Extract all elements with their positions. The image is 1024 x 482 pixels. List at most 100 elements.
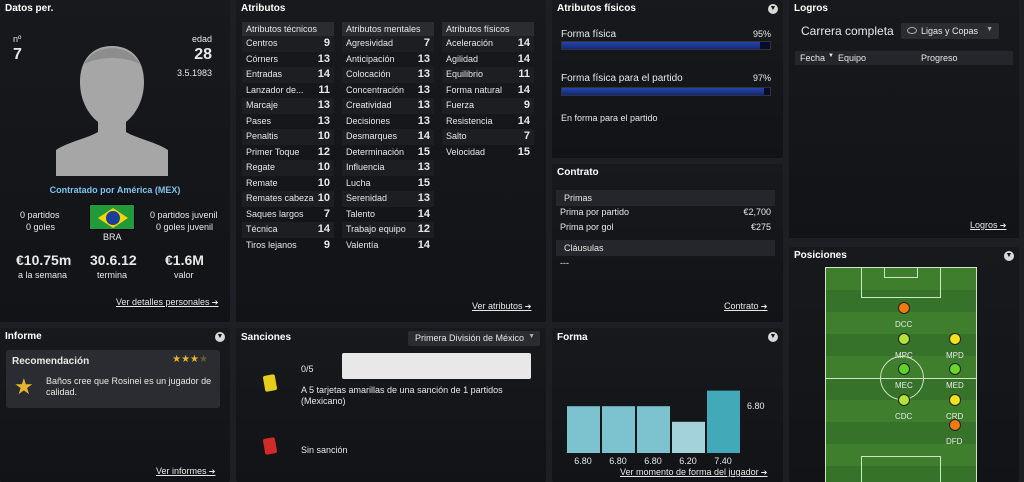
attribute-row[interactable]: Salto 7: [442, 129, 534, 145]
attribute-row[interactable]: Remate 10: [242, 176, 334, 192]
position-mpc: [898, 333, 910, 345]
attribute-name: Agresividad: [346, 38, 394, 48]
attribute-row[interactable]: Entradas 14: [242, 67, 334, 83]
attribute-value: 9: [323, 238, 330, 251]
positions-menu-icon[interactable]: ▼: [1004, 251, 1014, 261]
attribute-row[interactable]: Penaltis 10: [242, 129, 334, 145]
yellow-card-icon: [262, 374, 278, 392]
clauses-header: Cláusulas: [556, 240, 775, 256]
attribute-value: 11: [318, 83, 330, 96]
youth-goals: 0 goles juvenil: [156, 222, 214, 232]
attribute-row[interactable]: Influencia 13: [342, 160, 434, 176]
attribute-name: Saques largos: [246, 208, 304, 219]
form-bar: [707, 390, 740, 453]
red-card-text: Sin sanción: [301, 445, 348, 455]
attribute-name: Determinación: [346, 146, 405, 157]
attribute-value: 14: [317, 223, 330, 235]
bonuses-header: Primas: [556, 190, 775, 206]
personal-details-link[interactable]: Ver detalles personales: [116, 297, 219, 307]
attribute-name: Agilidad: [446, 53, 479, 64]
position-label-dfd: DFD: [946, 437, 963, 446]
contract-holder[interactable]: Contratado por América (MEX): [49, 185, 181, 195]
form-bar-label: 6.80: [609, 456, 627, 466]
attribute-value: 14: [517, 83, 530, 96]
attribute-row[interactable]: Agresividad 7: [342, 36, 434, 52]
attribute-name: Centros: [246, 38, 278, 48]
league-select[interactable]: Primera División de México ▼: [408, 331, 540, 346]
attribute-value: 13: [417, 161, 430, 173]
attribute-row[interactable]: Decisiones 13: [342, 114, 434, 130]
attribute-row[interactable]: Creatividad 13: [342, 98, 434, 114]
value-amount: €1.6M: [165, 252, 204, 268]
position-label-crd: CRD: [946, 412, 964, 421]
attribute-name: Técnica: [246, 224, 278, 234]
attribute-row[interactable]: Lucha 15: [342, 176, 434, 192]
attribute-row[interactable]: Lanzador de... 11: [242, 83, 334, 99]
position-cdc: [898, 394, 910, 406]
fitness-status: En forma para el partido: [561, 113, 658, 123]
attribute-name: Serenidad: [346, 193, 388, 203]
attribute-row[interactable]: Primer Toque 12: [242, 145, 334, 161]
attribute-row[interactable]: Centros 9: [242, 36, 334, 52]
col-progress[interactable]: Progreso: [921, 53, 958, 63]
position-label-dcc: DCC: [895, 320, 913, 329]
mental-column: Atributos mentales Agresividad 7 Anticipac…: [342, 22, 434, 253]
contract-link[interactable]: Contrato: [724, 301, 767, 311]
attribute-row[interactable]: Colocación 13: [342, 67, 434, 83]
report-menu-icon[interactable]: ▼: [215, 332, 225, 342]
attribute-row[interactable]: Pases 13: [242, 114, 334, 130]
attribute-row[interactable]: Velocidad 15: [442, 145, 534, 161]
attributes-link[interactable]: Ver atributos: [472, 301, 531, 311]
attribute-row[interactable]: Desmarques 14: [342, 129, 434, 145]
attribute-row[interactable]: Valentía 14: [342, 238, 434, 254]
reports-link[interactable]: Ver informes: [156, 466, 215, 476]
attribute-name: Primer Toque: [246, 146, 300, 157]
attribute-name: Fuerza: [446, 100, 475, 110]
attribute-row[interactable]: Córners 13: [242, 52, 334, 68]
goals: 0 goles: [26, 222, 56, 232]
col-team[interactable]: Equipo: [838, 53, 867, 63]
achievements-link[interactable]: Logros: [970, 220, 1006, 230]
form-link[interactable]: Ver momento de forma del jugador: [620, 467, 768, 477]
position-label-med: MED: [946, 381, 964, 390]
attribute-name: Forma natural: [446, 84, 503, 95]
competition-filter-select[interactable]: Ligas y Copas ▼: [901, 23, 999, 39]
attribute-name: Colocación: [346, 69, 391, 79]
attribute-row[interactable]: Agilidad 14: [442, 52, 534, 68]
expires-label: termina: [97, 270, 128, 280]
achievements-table-header: Fecha ▼ Equipo Progreso: [795, 51, 1013, 65]
attribute-row[interactable]: Saques largos 7: [242, 207, 334, 223]
attribute-name: Lucha: [346, 177, 371, 188]
attribute-row[interactable]: Marcaje 13: [242, 98, 334, 114]
attribute-value: 12: [417, 223, 430, 235]
attribute-value: 12: [317, 145, 330, 158]
number-label: nº: [13, 34, 22, 44]
attribute-value: 14: [517, 52, 530, 65]
form-menu-icon[interactable]: ▼: [768, 332, 778, 342]
form-bar-label: 7.40: [714, 456, 732, 466]
attribute-name: Penaltis: [246, 131, 279, 141]
attribute-row[interactable]: Resistencia 14: [442, 114, 534, 130]
attribute-row[interactable]: Concentración 13: [342, 83, 434, 99]
league-select-value: Primera División de México: [415, 333, 525, 343]
attribute-row[interactable]: Remates cabeza 10: [242, 191, 334, 207]
attribute-row[interactable]: Determinación 15: [342, 145, 434, 161]
attribute-row[interactable]: Tiros lejanos 9: [242, 238, 334, 254]
attribute-row[interactable]: Fuerza 9: [442, 98, 534, 114]
attribute-value: 14: [517, 37, 530, 49]
attribute-name: Pases: [246, 115, 272, 126]
fitness-menu-icon[interactable]: ▼: [768, 4, 778, 14]
attribute-row[interactable]: Trabajo equipo 12: [342, 222, 434, 238]
attribute-row[interactable]: Anticipación 13: [342, 52, 434, 68]
attribute-row[interactable]: Aceleración 14: [442, 36, 534, 52]
attribute-row[interactable]: Talento 14: [342, 207, 434, 223]
attribute-row[interactable]: Forma natural 14: [442, 83, 534, 99]
attribute-row[interactable]: Equilibrio 11: [442, 67, 534, 83]
col-date[interactable]: Fecha: [800, 53, 826, 63]
attribute-name: Equilibrio: [446, 69, 484, 79]
match-fitness-label: Forma física para el partido: [561, 73, 683, 84]
attribute-row[interactable]: Regate 10: [242, 160, 334, 176]
attribute-row[interactable]: Serenidad 13: [342, 191, 434, 207]
attribute-row[interactable]: Técnica 14: [242, 222, 334, 238]
attribute-value: 14: [317, 68, 330, 80]
